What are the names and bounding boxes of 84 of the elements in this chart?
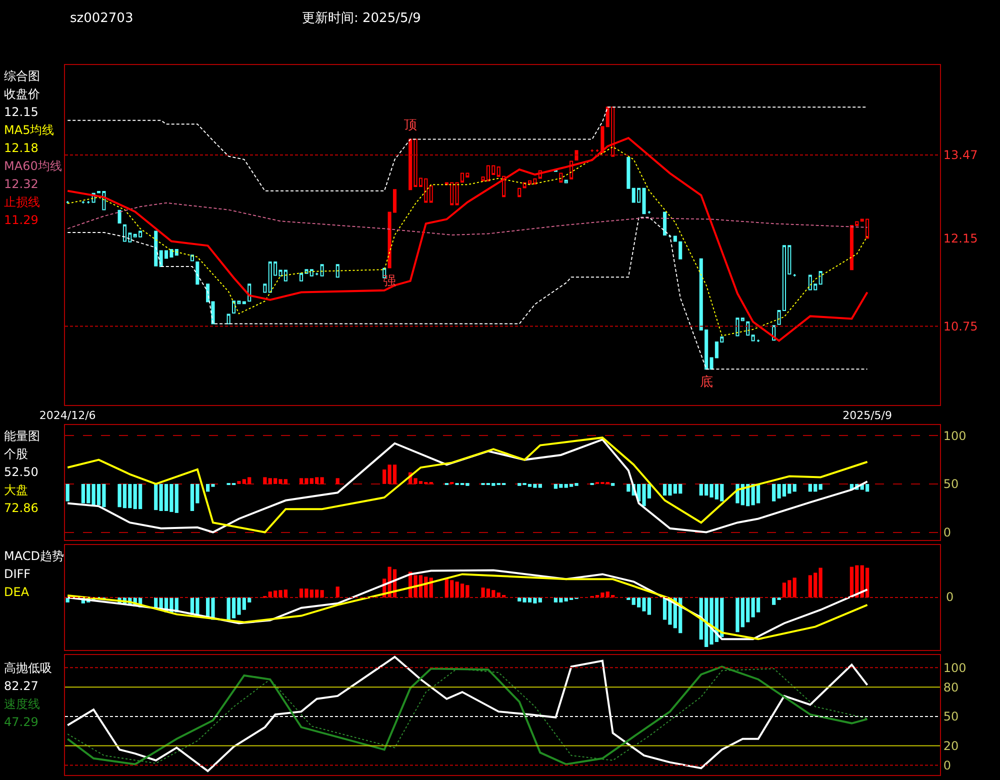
text: DEA	[4, 585, 30, 599]
candlestick	[190, 254, 194, 262]
candlestick	[408, 138, 412, 190]
y-tick-label: 80	[943, 680, 959, 694]
y-tick-label: 20	[943, 738, 959, 753]
candlestick	[590, 148, 594, 152]
x-tick-label: 2024/12/6	[39, 409, 96, 422]
text: 82.27	[4, 679, 38, 693]
text: 大盘 72.86	[4, 483, 38, 515]
candlestick	[647, 210, 651, 214]
candlestick	[756, 338, 760, 343]
text: 个股 52.50	[4, 447, 38, 479]
candlestick	[211, 301, 215, 324]
text: MA60均线 12.32	[4, 159, 62, 191]
bar	[792, 484, 796, 492]
x-tick-label: 2025/5/9	[842, 409, 892, 422]
candlestick	[518, 188, 522, 198]
candlestick	[315, 272, 319, 276]
candlestick	[746, 321, 750, 336]
y-tick-label: 0	[943, 758, 952, 772]
line-series	[67, 202, 868, 236]
text: 速度线 47.29	[4, 697, 40, 729]
chart-title: sz002703	[70, 11, 134, 26]
candlestick	[154, 230, 158, 266]
bar	[66, 484, 70, 502]
annotation: 顶	[404, 118, 417, 133]
bar	[611, 483, 615, 486]
candlestick	[663, 212, 667, 236]
bar	[518, 597, 522, 602]
annotation: 底	[700, 375, 713, 390]
candlestick	[570, 160, 574, 180]
bar	[336, 586, 340, 598]
candlestick	[668, 234, 672, 238]
candlestick	[538, 170, 542, 179]
candlestick	[310, 269, 314, 276]
legend-title: 高抛低吸	[4, 661, 52, 675]
legend-title: 能量图	[4, 429, 40, 443]
bar	[263, 477, 267, 484]
candlestick	[81, 200, 85, 204]
y-tick-label: 0	[943, 525, 952, 540]
candlestick	[336, 264, 340, 278]
text: DIFF	[4, 567, 31, 581]
y-tick-label: 100	[943, 660, 966, 675]
y-tick-label: 50	[943, 710, 959, 724]
candlestick	[792, 274, 796, 278]
candlestick	[772, 325, 776, 341]
candlestick	[554, 168, 558, 172]
bar	[154, 484, 158, 510]
candlestick	[118, 210, 122, 224]
text: 12.15	[4, 105, 38, 119]
candlestick	[564, 180, 568, 184]
candlestick	[196, 262, 200, 285]
candlestick	[320, 264, 324, 276]
candlestick	[226, 314, 230, 324]
text: 止损线 11.29	[4, 195, 40, 227]
line-series	[67, 106, 868, 192]
y-tick-label: 100	[943, 428, 966, 443]
legend-title: 综合图	[4, 69, 40, 83]
candlestick	[574, 150, 578, 161]
candlestick	[818, 270, 822, 285]
y-tick-label: 50	[943, 477, 959, 492]
candlestick	[263, 284, 267, 293]
bar	[792, 578, 796, 598]
bar	[336, 478, 340, 484]
legend-title: MACD趋势	[4, 549, 64, 563]
candlestick	[596, 148, 600, 152]
y-tick-label: 10.75	[943, 319, 978, 334]
line-series	[67, 216, 868, 370]
annotation: 强	[383, 274, 396, 289]
chart-subtitle: 更新时间: 2025/5/9	[302, 11, 421, 26]
candlestick	[559, 172, 563, 183]
y-tick-label: 13.47	[943, 148, 978, 162]
candlestick	[429, 185, 433, 203]
bar	[818, 568, 822, 598]
candlestick	[626, 157, 630, 189]
candlestick	[86, 200, 90, 204]
bar	[818, 484, 822, 490]
candlestick	[751, 334, 755, 342]
text: 收盘价	[4, 87, 40, 101]
bar	[518, 483, 522, 486]
text: MA5均线 12.18	[4, 123, 54, 155]
candlestick	[66, 200, 70, 204]
y-tick-label: 12.15	[943, 231, 978, 246]
bar	[626, 484, 630, 492]
